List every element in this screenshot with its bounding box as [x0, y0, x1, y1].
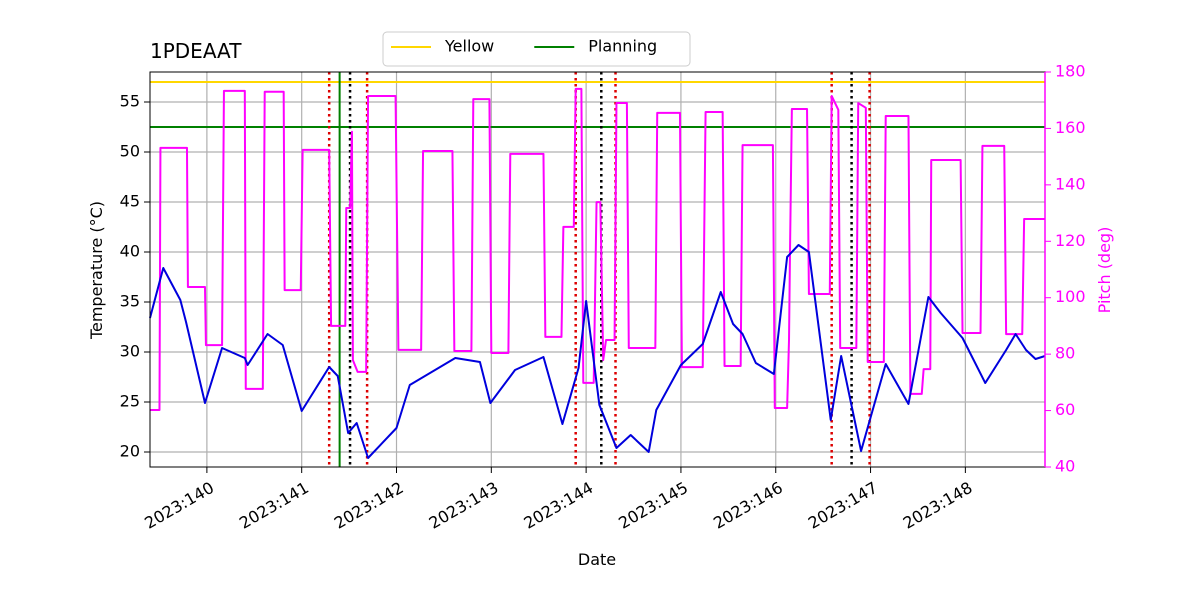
data-line: [150, 87, 1045, 412]
y-tick-label: 20: [120, 442, 140, 461]
x-tick-label: 2023:142: [331, 478, 407, 533]
x-tick-label: 2023:148: [900, 478, 976, 533]
x-tick-label: 2023:143: [426, 478, 502, 533]
x-tick-label: 2023:140: [141, 478, 217, 533]
x-tick-label: 2023:146: [710, 478, 786, 533]
y-tick-label: 30: [120, 342, 140, 361]
y-tick-label: 25: [120, 392, 140, 411]
x-axis-label: Date: [578, 550, 616, 569]
legend-label: Yellow: [444, 37, 494, 56]
y2-tick-label: 120: [1055, 231, 1086, 250]
y-tick-label: 35: [120, 292, 140, 311]
y2-tick-label: 40: [1055, 457, 1075, 476]
y2-tick-label: 140: [1055, 174, 1086, 193]
x-tick-label: 2023:145: [615, 478, 691, 533]
y2-tick-label: 180: [1055, 62, 1086, 81]
y2-axis-label: Pitch (deg): [1095, 227, 1114, 314]
chart-title: 1PDEAAT: [150, 39, 242, 63]
y2-tick-label: 160: [1055, 118, 1086, 137]
y-axis-label: Temperature (°C): [87, 201, 106, 340]
y-tick-label: 50: [120, 142, 140, 161]
y2-tick-label: 80: [1055, 344, 1075, 363]
x-tick-label: 2023:147: [805, 478, 881, 533]
x-tick-label: 2023:144: [520, 478, 596, 533]
x-tick-label: 2023:141: [236, 478, 312, 533]
y2-tick-label: 60: [1055, 400, 1075, 419]
legend-label: Planning: [588, 37, 657, 56]
y2-tick-label: 100: [1055, 287, 1086, 306]
y-tick-label: 45: [120, 192, 140, 211]
y-tick-label: 40: [120, 242, 140, 261]
y-tick-label: 55: [120, 92, 140, 111]
legend-box: [382, 31, 691, 67]
data-line: [149, 244, 1046, 459]
